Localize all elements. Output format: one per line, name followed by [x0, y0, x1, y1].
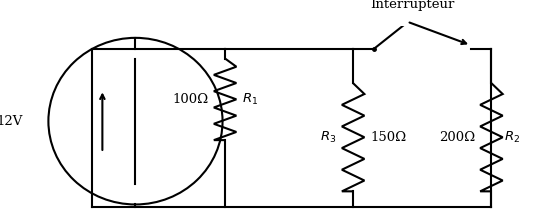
Text: 100Ω: 100Ω — [172, 93, 209, 106]
Text: 200Ω: 200Ω — [439, 131, 475, 144]
Text: $R_1$: $R_1$ — [242, 92, 258, 107]
Text: Interrupteur: Interrupteur — [370, 0, 454, 11]
Text: 150Ω: 150Ω — [370, 131, 406, 144]
Text: $R_2$: $R_2$ — [504, 130, 521, 145]
Text: 12V: 12V — [0, 115, 23, 128]
Text: $R_3$: $R_3$ — [320, 130, 336, 145]
